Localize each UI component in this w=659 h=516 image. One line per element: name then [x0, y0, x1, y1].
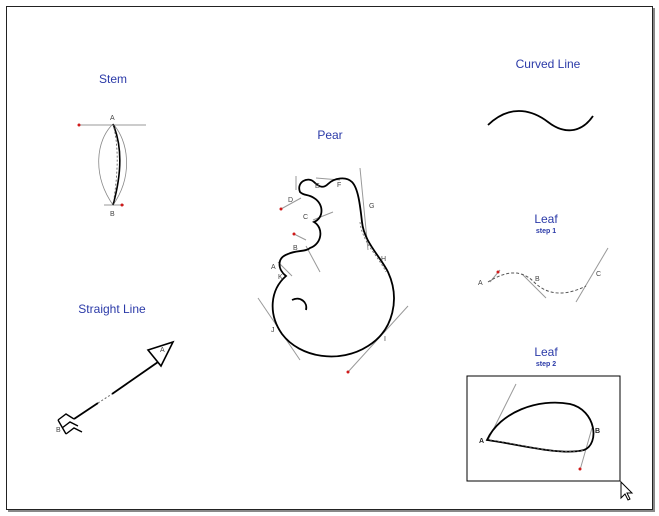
pear-label-f: F — [337, 182, 341, 189]
stem-label-a: A — [110, 115, 115, 122]
leaf1-dashed-curve — [487, 272, 587, 294]
pear-guide-3 — [312, 211, 334, 221]
pear-handle-c[interactable] — [292, 232, 296, 236]
leaf-step2-title: Leaf — [534, 345, 558, 359]
leaf1-guide-b — [521, 273, 547, 299]
leaf1-handle-a[interactable] — [496, 270, 500, 274]
arrow-shaft-tail — [73, 402, 99, 420]
straight-line-title: Straight Line — [78, 302, 146, 316]
pear-label-a: A — [271, 264, 276, 271]
pear-drawing[interactable]: A K B C D E F G H I J — [257, 167, 409, 374]
straight-line-drawing[interactable]: A B — [56, 340, 175, 435]
curved-line-path — [487, 110, 594, 132]
pear-label-i: I — [384, 336, 386, 343]
pear-inner-stem — [291, 297, 308, 311]
leaf1-guide-c — [575, 247, 609, 303]
stem-label-b: B — [110, 211, 115, 218]
stem-handle-left[interactable] — [77, 123, 81, 127]
pear-handle-d[interactable] — [279, 207, 283, 211]
leaf1-label-a: A — [478, 280, 483, 287]
stem-outline-right — [112, 123, 127, 206]
arrow-head — [146, 340, 175, 368]
leaf-step1-drawing[interactable]: A B C — [478, 247, 609, 303]
leaf-step1-title: Leaf — [534, 212, 558, 226]
leaf-step2-subtitle: step 2 — [535, 361, 557, 368]
curved-line-title: Curved Line — [515, 57, 581, 71]
pear-handle-i[interactable] — [346, 370, 350, 374]
stem-outline-left — [98, 123, 114, 206]
leaf2-handle-b[interactable] — [578, 467, 582, 471]
pear-label-g: G — [369, 203, 374, 210]
stem-drawing[interactable]: A B — [77, 115, 147, 218]
leaf-step1-subtitle: step 1 — [535, 228, 557, 235]
leaf2-dashed-segment — [489, 439, 585, 453]
pear-label-h: H — [381, 256, 386, 263]
leaf1-label-c: C — [596, 271, 601, 278]
stem-title: Stem — [98, 72, 128, 86]
leaf1-label-b: B — [535, 276, 540, 283]
pear-label-k: K — [278, 274, 283, 281]
leaf2-selection-box — [466, 375, 621, 482]
pear-label-d: D — [288, 197, 293, 204]
arrow-shaft-dashed — [97, 393, 113, 404]
stem-handle-right[interactable] — [120, 203, 124, 207]
leaf-step2-drawing[interactable]: A B — [466, 375, 621, 482]
pear-label-c: C — [303, 214, 308, 221]
pear-outline — [271, 177, 395, 358]
leaf2-label-b: B — [595, 428, 600, 435]
canvas-frame — [6, 6, 653, 510]
pear-dashed-segment — [359, 221, 387, 273]
pear-title: Pear — [317, 128, 343, 142]
mouse-pointer-icon — [620, 480, 634, 501]
leaf2-label-a: A — [479, 438, 484, 445]
arrow-fletching — [57, 413, 83, 435]
stem-dashed-curve — [112, 123, 118, 206]
stem-main-curve — [112, 123, 121, 206]
arrow-shaft-head — [111, 361, 159, 395]
pear-guide-5 — [305, 245, 321, 273]
curved-line-drawing[interactable] — [487, 110, 594, 132]
arrow-label-a: A — [160, 347, 165, 354]
pear-guide-2 — [280, 197, 302, 210]
pear-guide-4 — [293, 233, 307, 241]
pear-label-e: E — [315, 183, 320, 190]
pear-label-j: J — [271, 327, 275, 334]
pear-label-b: B — [293, 245, 298, 252]
arrow-label-b: B — [56, 427, 61, 434]
